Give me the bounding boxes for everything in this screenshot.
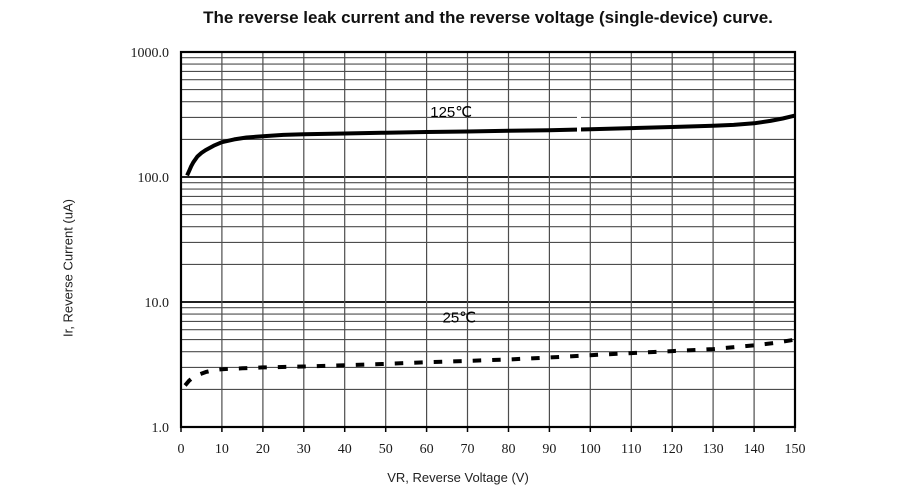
x-axis-title: VR, Reverse Voltage (V) <box>387 470 529 485</box>
x-tick-label: 100 <box>580 442 601 457</box>
y-tick-label: 100.0 <box>138 171 170 186</box>
x-tick-label: 10 <box>215 442 229 457</box>
y-tick-label: 1000.0 <box>131 46 170 61</box>
x-tick-label: 70 <box>461 442 475 457</box>
curve-label-25c: 25℃ <box>443 310 477 327</box>
cursor-artifact <box>577 109 581 133</box>
x-tick-label: 50 <box>379 442 393 457</box>
curve-125c <box>185 113 796 177</box>
plot-border <box>179 50 797 429</box>
y-tick-label: 10.0 <box>145 296 170 311</box>
x-tick-label: 80 <box>502 442 516 457</box>
x-tick-label: 90 <box>542 442 556 457</box>
x-tick-label: 130 <box>703 442 724 457</box>
x-tick-label: 120 <box>662 442 683 457</box>
x-tick-label: 110 <box>621 442 641 457</box>
chart-title: The reverse leak current and the reverse… <box>203 8 773 27</box>
x-tick-label: 150 <box>785 442 806 457</box>
x-tick-label: 30 <box>297 442 311 457</box>
curve-label-125c: 125℃ <box>430 104 472 121</box>
x-tick-label: 140 <box>744 442 765 457</box>
x-tick-label: 20 <box>256 442 270 457</box>
curve-25c <box>183 337 796 387</box>
y-tick-label: 1.0 <box>152 421 170 436</box>
x-tick-label: 0 <box>178 442 185 457</box>
x-tick-label: 60 <box>420 442 434 457</box>
x-tick-label: 40 <box>338 442 352 457</box>
